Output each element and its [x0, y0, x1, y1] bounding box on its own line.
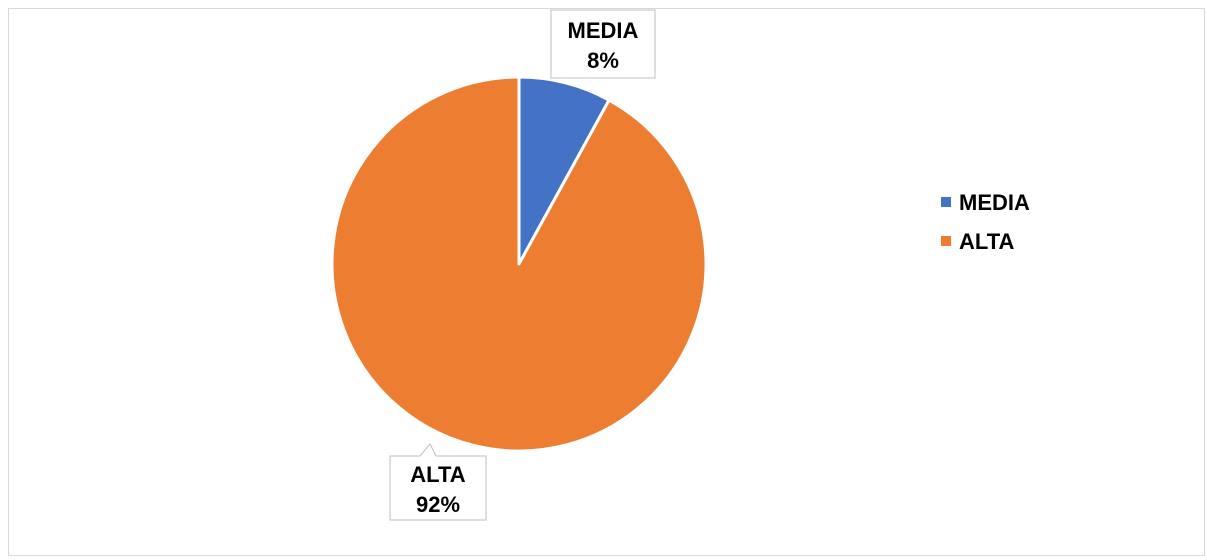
- legend-label-media: MEDIA: [959, 190, 1030, 215]
- data-label-media-box: [550, 9, 656, 79]
- pie-slices: [330, 75, 708, 453]
- data-label-media: MEDIA 8%: [550, 9, 656, 79]
- legend-item-media: MEDIA: [941, 190, 1030, 215]
- data-label-alta-name: ALTA: [410, 462, 465, 487]
- data-label-alta-value: 92%: [416, 492, 460, 517]
- data-label-media-name: MEDIA: [568, 18, 639, 43]
- pie-slice-media: [517, 75, 611, 266]
- data-label-alta: ALTA 92%: [389, 443, 487, 521]
- legend-item-alta: ALTA: [941, 229, 1014, 254]
- legend: MEDIA ALTA: [941, 190, 1030, 254]
- data-label-media-value: 8%: [587, 48, 619, 73]
- legend-label-alta: ALTA: [959, 229, 1014, 254]
- pie-slice-alta: [330, 75, 708, 453]
- legend-swatch-alta: [941, 236, 951, 246]
- data-label-alta-box: [389, 443, 487, 521]
- legend-swatch-media: [941, 197, 951, 207]
- chart-area: [8, 8, 1205, 556]
